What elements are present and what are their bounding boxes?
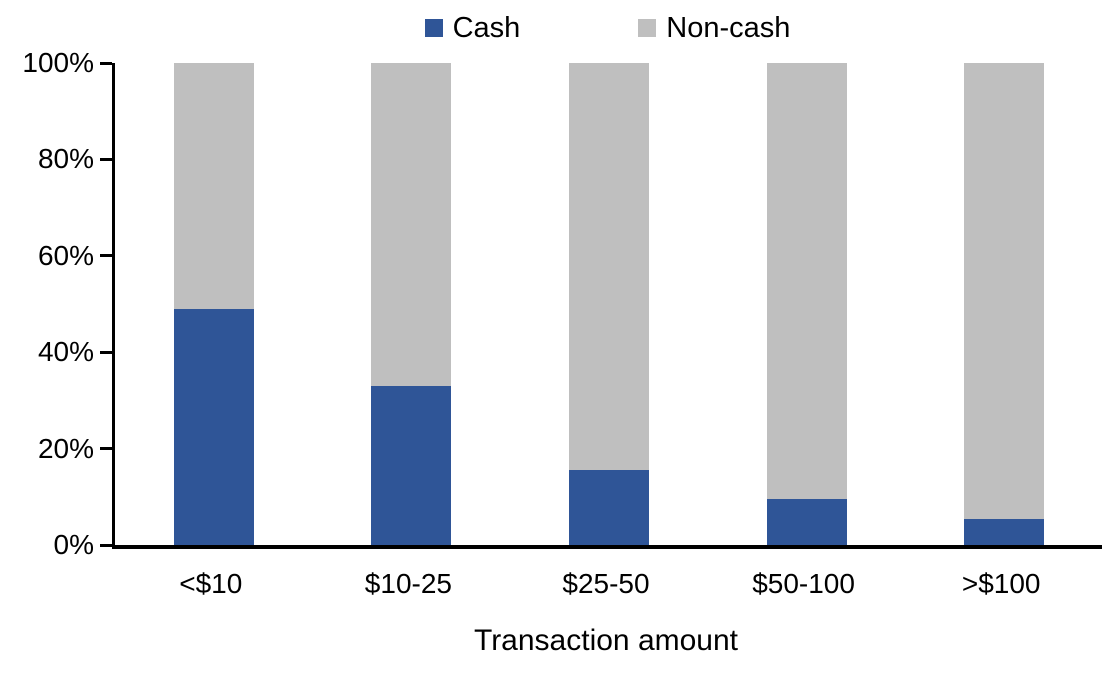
- cash-segment: [766, 499, 847, 545]
- cash-swatch-icon: [424, 19, 443, 37]
- y-tick-label: 20%: [37, 432, 94, 464]
- stacked-bar: [173, 63, 254, 545]
- noncash-segment: [766, 63, 847, 500]
- y-tick-label: 0%: [53, 529, 94, 560]
- y-tick-mark: [100, 447, 112, 451]
- bar-slot-4: [708, 63, 906, 545]
- x-tick-label: $25-50: [562, 568, 650, 599]
- noncash-segment: [371, 63, 452, 386]
- x-axis-title: Transaction amount: [473, 624, 739, 657]
- x-axis-labels: <$10 $10-25 $25-50 $50-100 >$100: [112, 570, 1100, 598]
- y-tick-label: 100%: [22, 47, 94, 78]
- x-tick-label: >$100: [961, 568, 1041, 599]
- bar-slot-2: [313, 63, 511, 545]
- cash-segment: [173, 308, 254, 545]
- y-tick-label: 40%: [37, 336, 94, 368]
- legend-label-noncash: Non-cash: [666, 11, 791, 44]
- bar-slot-3: [510, 63, 708, 545]
- stacked-bar: [766, 63, 847, 545]
- plot-area: [112, 63, 1102, 549]
- x-tick-label: $10-25: [364, 568, 452, 599]
- stacked-bar: [371, 63, 452, 545]
- cash-segment: [964, 518, 1045, 545]
- legend-item-cash: Cash: [424, 11, 521, 44]
- y-tick-label: 80%: [37, 143, 94, 175]
- bar-slot-1: [115, 63, 313, 545]
- noncash-segment: [964, 63, 1045, 519]
- legend-item-noncash: Non-cash: [638, 11, 791, 44]
- y-tick-mark: [100, 254, 112, 258]
- y-tick-label: 60%: [37, 239, 94, 271]
- y-tick-mark: [100, 61, 112, 65]
- cash-segment: [371, 385, 452, 545]
- legend-label-cash: Cash: [452, 11, 521, 44]
- y-tick-mark: [100, 157, 112, 161]
- noncash-swatch-icon: [638, 19, 657, 37]
- stacked-bar: [568, 63, 649, 545]
- y-tick-mark: [100, 350, 112, 354]
- y-tick-mark: [100, 543, 112, 547]
- x-tick-label: <$10: [179, 568, 243, 599]
- stacked-bar: [964, 63, 1045, 545]
- noncash-segment: [173, 63, 254, 309]
- x-tick-label: $50-100: [752, 568, 855, 599]
- cash-segment: [568, 470, 649, 545]
- noncash-segment: [568, 63, 649, 471]
- bar-slot-5: [905, 63, 1102, 545]
- y-axis: 0% 20% 40% 60% 80% 100%: [0, 49, 112, 559]
- legend: Cash Non-cash: [115, 8, 1100, 48]
